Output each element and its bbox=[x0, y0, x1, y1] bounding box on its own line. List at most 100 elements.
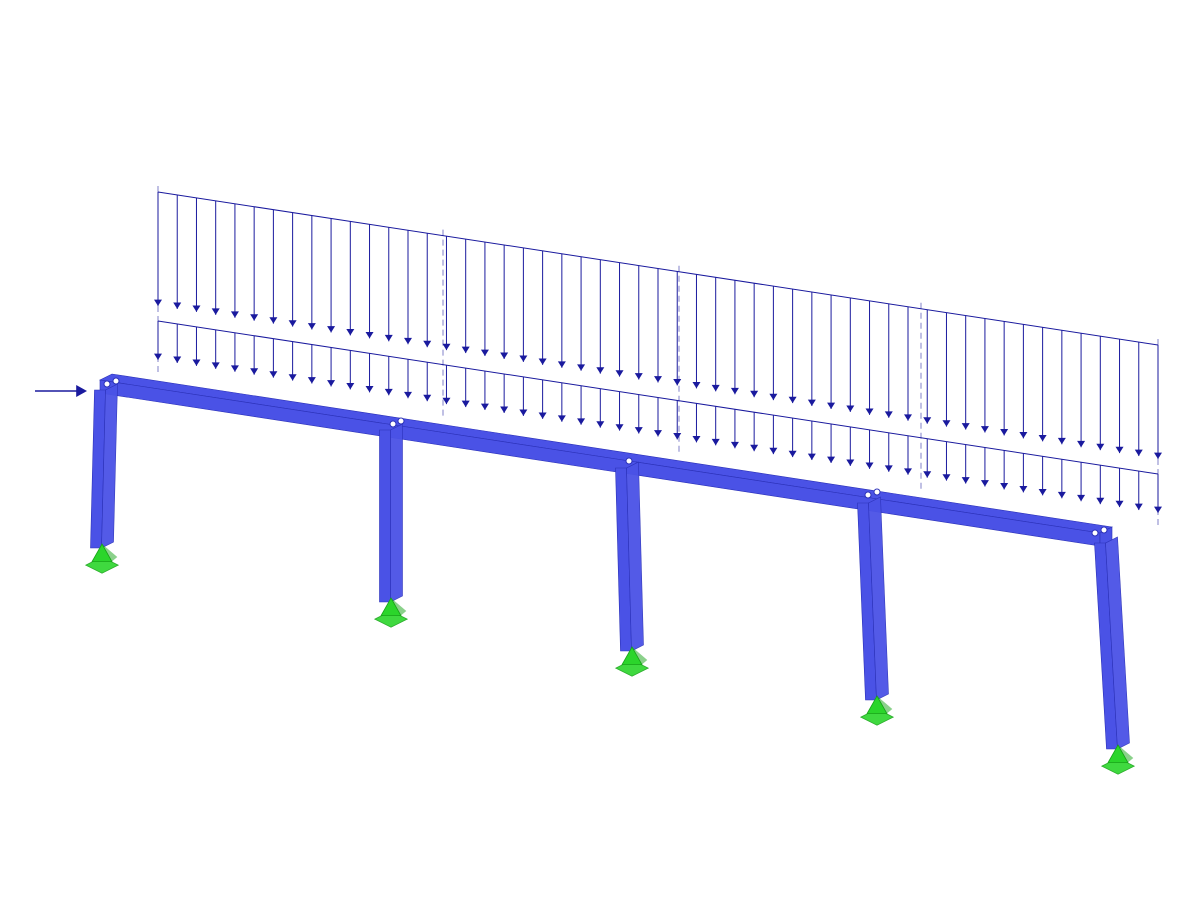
load-arrow-head bbox=[481, 350, 489, 356]
load-arrow-head bbox=[462, 347, 470, 353]
load-arrow-head bbox=[981, 426, 989, 432]
load-arrow-head bbox=[192, 359, 200, 365]
load-arrow-head bbox=[673, 379, 681, 385]
load-arrow-head bbox=[366, 386, 374, 392]
hinge-icon bbox=[865, 492, 871, 498]
column-side bbox=[391, 424, 403, 602]
load-arrow-head bbox=[962, 477, 970, 483]
load-arrow-head bbox=[577, 364, 585, 370]
load-arrow-head bbox=[366, 332, 374, 338]
load-arrow-head bbox=[1135, 504, 1143, 510]
load-arrow-head bbox=[442, 398, 450, 404]
load-arrow-head bbox=[769, 448, 777, 454]
load-arrow-head bbox=[442, 344, 450, 350]
load-arrow-head bbox=[500, 407, 508, 413]
load-arrow-head bbox=[885, 411, 893, 417]
load-arrow-head bbox=[500, 353, 508, 359]
load-arrow-head bbox=[327, 380, 335, 386]
load-arrow-head bbox=[404, 338, 412, 344]
load-arrow-head bbox=[423, 341, 431, 347]
hinge-icon bbox=[398, 418, 404, 424]
hinge-icon bbox=[104, 381, 110, 387]
load-arrow-head bbox=[635, 373, 643, 379]
load-arrow-head bbox=[750, 391, 758, 397]
load-arrow-head bbox=[1077, 495, 1085, 501]
load-arrow-head bbox=[673, 433, 681, 439]
load-arrow-head bbox=[539, 412, 547, 418]
load-arrow-head bbox=[654, 430, 662, 436]
load-arrow-head bbox=[789, 451, 797, 457]
load-arrow-head bbox=[942, 474, 950, 480]
load-arrow-head bbox=[231, 365, 239, 371]
load-arrow-head bbox=[462, 401, 470, 407]
load-arrow-head bbox=[423, 395, 431, 401]
load-arrow-head bbox=[942, 420, 950, 426]
hinge-icon bbox=[1101, 527, 1107, 533]
load-arrow-head bbox=[1058, 492, 1066, 498]
load-arrow-head bbox=[692, 436, 700, 442]
load-arrow-head bbox=[577, 418, 585, 424]
load-arrow-head bbox=[616, 424, 624, 430]
hinge-icon bbox=[626, 458, 632, 464]
load-arrow-head bbox=[962, 423, 970, 429]
hinge-icon bbox=[390, 421, 396, 427]
load-arrow-head bbox=[1116, 447, 1124, 453]
load-arrow-head bbox=[596, 421, 604, 427]
load-arrow-head bbox=[731, 442, 739, 448]
load-arrow-head bbox=[173, 357, 181, 363]
load-arrow-head bbox=[250, 314, 258, 320]
load-arrow-head bbox=[327, 326, 335, 332]
load-arrow-head bbox=[250, 368, 258, 374]
load-arrow-head bbox=[827, 403, 835, 409]
load-arrow-head bbox=[712, 385, 720, 391]
load-arrow-head bbox=[769, 394, 777, 400]
load-arrow-head bbox=[404, 392, 412, 398]
load-arrow-head bbox=[308, 377, 316, 383]
beam-top-face bbox=[100, 374, 1112, 533]
load-arrow-head bbox=[846, 406, 854, 412]
load-arrow-head bbox=[1019, 486, 1027, 492]
load-arrow-head bbox=[385, 335, 393, 341]
load-arrow-head bbox=[808, 400, 816, 406]
load-arrow-head bbox=[346, 383, 354, 389]
load-arrow-head bbox=[385, 389, 393, 395]
load-arrow-head bbox=[635, 427, 643, 433]
load-arrow-head bbox=[1019, 432, 1027, 438]
load-arrow-head bbox=[289, 374, 297, 380]
load-arrow-head bbox=[173, 303, 181, 309]
hinge-icon bbox=[874, 489, 880, 495]
structural-diagram bbox=[0, 0, 1200, 900]
load-arrow-head bbox=[558, 415, 566, 421]
load-arrow-head bbox=[596, 367, 604, 373]
load-arrow-head bbox=[866, 462, 874, 468]
load-arrow-head bbox=[308, 323, 316, 329]
point-load-arrow-head bbox=[76, 385, 87, 397]
load-arrow-head bbox=[539, 358, 547, 364]
load-arrow-head bbox=[192, 305, 200, 311]
load-arrow-head bbox=[1000, 483, 1008, 489]
load-arrow-head bbox=[1116, 501, 1124, 507]
load-arrow-head bbox=[519, 356, 527, 362]
load-arrows bbox=[35, 186, 1162, 525]
load-arrow-head bbox=[846, 460, 854, 466]
load-arrow-head bbox=[1039, 435, 1047, 441]
load-arrow-head bbox=[1039, 489, 1047, 495]
load-arrow-head bbox=[1096, 498, 1104, 504]
load-arrow-head bbox=[519, 410, 527, 416]
load-arrow-head bbox=[731, 388, 739, 394]
structural-members bbox=[91, 374, 1130, 749]
load-arrow-head bbox=[789, 397, 797, 403]
load-arrow-head bbox=[923, 471, 931, 477]
load-arrow-head bbox=[654, 376, 662, 382]
load-arrow-head bbox=[981, 480, 989, 486]
load-arrow-head bbox=[481, 404, 489, 410]
load-arrow-head bbox=[346, 329, 354, 335]
hinge-icon bbox=[113, 378, 119, 384]
load-arrow-head bbox=[231, 311, 239, 317]
load-arrow-head bbox=[269, 371, 277, 377]
load-arrow-head bbox=[692, 382, 700, 388]
hinge-icon bbox=[1092, 530, 1098, 536]
column-front bbox=[380, 430, 391, 602]
load-arrow-head bbox=[885, 465, 893, 471]
load-arrow-head bbox=[923, 417, 931, 423]
